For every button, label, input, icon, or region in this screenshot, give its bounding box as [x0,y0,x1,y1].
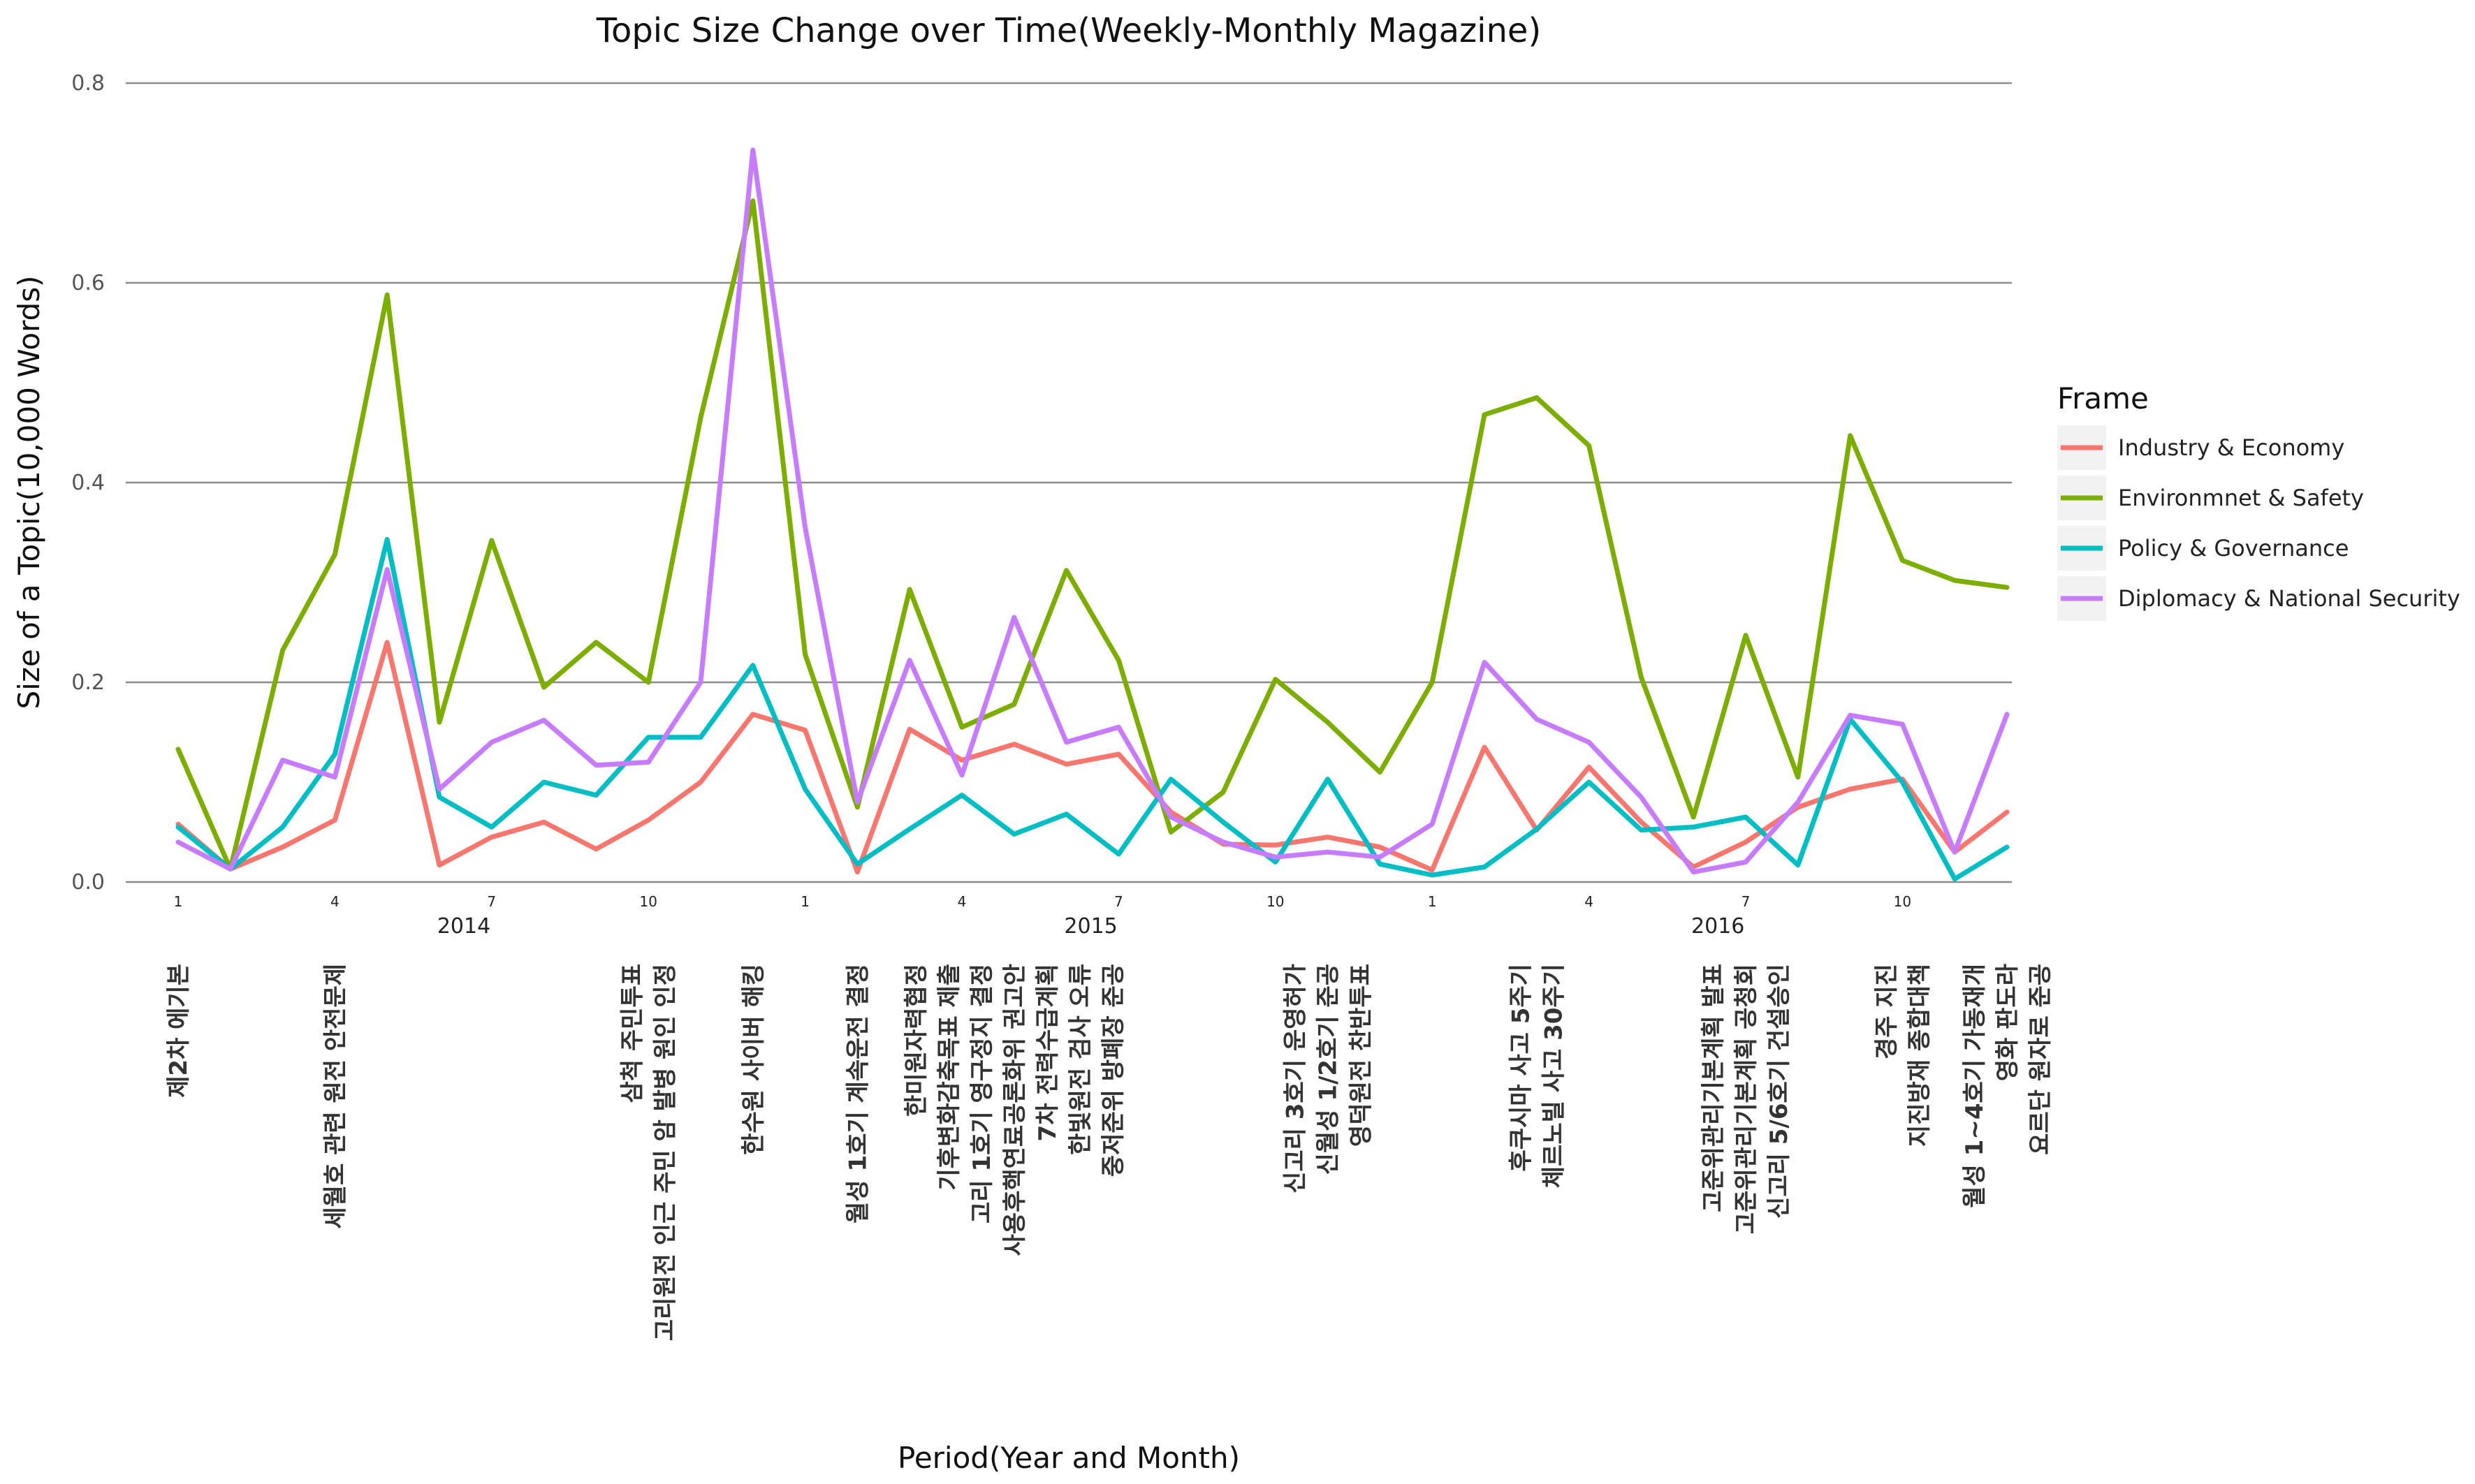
y-axis-label: Size of a Topic(10,000 Words) [12,275,46,709]
event-annotation: 고리원전 인근 주민 암 발병 원인 인정 [652,964,680,1341]
x-year-label: 2015 [1064,914,1117,939]
x-tick-label: 1 [1428,893,1437,910]
legend-label: Industry & Economy [2118,434,2344,461]
event-annotations: 제2차 에기본 세월호 관련 원전 안전문제 삼척 주민투표 고리원전 인근 주민 암… [165,964,2054,1341]
event-annotation: 영화 판도라 [1994,964,2022,1081]
event-annotation: 체르노빌 사고 30주기 [1540,964,1568,1188]
x-tick-label: 7 [1742,893,1751,910]
x-year-label: 2016 [1691,914,1744,939]
gridlines [126,82,2012,883]
y-axis-ticks: 0.0 0.2 0.4 0.6 0.8 [71,71,105,895]
y-tick-label: 0.6 [71,271,105,295]
event-annotation: 한빛원전 검사 오류 [1067,964,1095,1155]
event-annotation: 고리 1호기 영구정지 결정 [968,964,996,1224]
x-axis-ticks: 1 4 7 10 1 4 7 10 1 4 7 10 2014 2015 2016 [174,893,1911,939]
event-annotation: 후쿠시마 사고 5주기 [1507,964,1535,1172]
event-annotation: 경주 지진 [1873,964,1901,1059]
event-annotation: 신고리 3호기 운영허가 [1282,964,1310,1193]
x-year-label: 2014 [437,914,490,939]
x-tick-label: 4 [958,893,967,910]
legend-title: Frame [2057,381,2149,416]
event-annotation: 지진방재 종합대책 [1906,964,1934,1147]
y-tick-label: 0.2 [71,670,105,695]
event-annotation: 세월호 관련 원전 안전문제 [321,964,349,1229]
event-annotation: 제2차 에기본 [165,964,193,1098]
legend-label: Policy & Governance [2118,535,2349,561]
y-tick-label: 0.4 [71,471,105,495]
event-annotation: 사용후핵연료공론화위 권고안 [1001,964,1029,1256]
x-tick-label: 10 [1266,893,1284,910]
series-lines [175,147,2010,882]
legend-label: Diplomacy & National Security [2118,585,2460,612]
event-annotation: 한수원 사이버 해킹 [740,964,768,1155]
event-annotation: 고준위관리기본계획 공청회 [1732,964,1760,1234]
y-tick-label: 0.8 [71,71,105,96]
x-tick-label: 1 [801,893,810,910]
event-annotation: 중저준위 방폐장 준공 [1100,964,1127,1177]
event-annotation: 영덕원전 찬반투표 [1348,964,1375,1147]
event-annotation: 요르단 원자로 준공 [2027,964,2054,1155]
event-annotation: 기후변화감축목표 제출 [935,964,963,1191]
event-annotation: 월성 1호기 계속운전 결정 [844,964,872,1224]
event-annotation: 삼척 주민투표 [619,964,647,1103]
series-line-diplomacy-national-security [175,147,2010,875]
event-annotation: 월성 1~4호기 가동재개 [1961,964,1989,1208]
series-line-environmnet-safety [175,198,2010,872]
x-tick-label: 10 [1894,893,1911,910]
event-annotation: 한미원자력협정 [903,964,930,1117]
x-tick-label: 4 [1584,893,1593,910]
legend: Frame Industry & Economy Environmnet & Sa… [2057,381,2460,621]
x-tick-label: 4 [330,893,340,910]
x-tick-label: 7 [1114,893,1123,910]
x-tick-label: 1 [174,893,183,910]
x-axis-label: Period(Year and Month) [898,1441,1240,1475]
series-line-industry-economy [175,640,2010,875]
y-tick-label: 0.0 [71,870,105,895]
event-annotation: 신월성 1/2호기 준공 [1315,964,1343,1175]
series-line-policy-governance [175,537,2010,882]
event-annotation: 고준위관리기본계획 발표 [1700,964,1728,1212]
x-tick-label: 7 [487,893,496,910]
chart-title: Topic Size Change over Time(Weekly-Month… [596,11,1541,50]
event-annotation: 7차 전력수급계획 [1034,964,1062,1141]
legend-label: Environmnet & Safety [2118,485,2364,511]
event-annotation: 신고리 5/6호기 건설승인 [1765,964,1793,1219]
x-tick-label: 10 [639,893,657,910]
